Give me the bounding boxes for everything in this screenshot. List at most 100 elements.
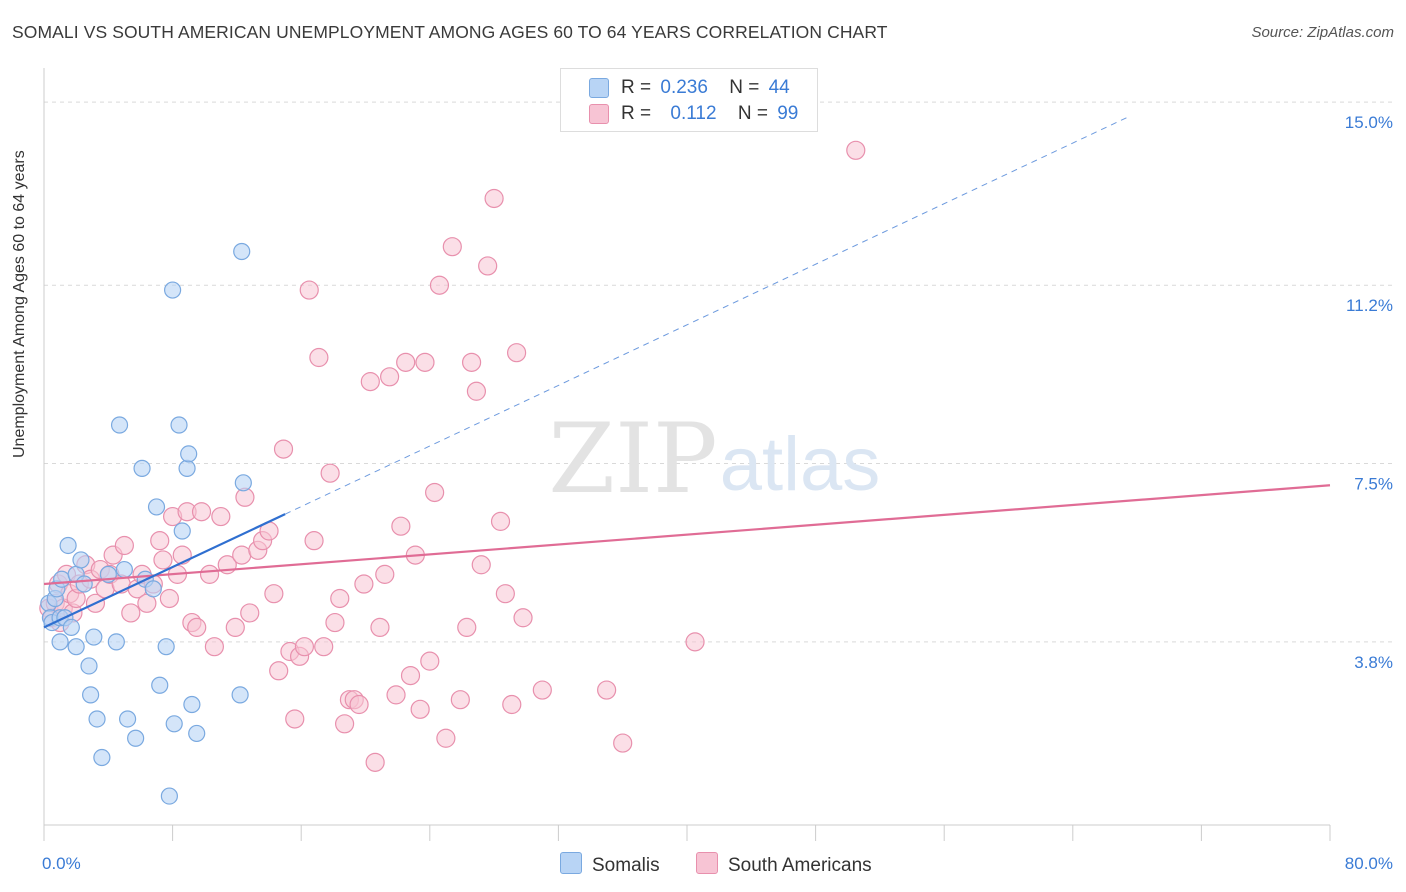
somalis-point <box>88 710 106 728</box>
south-americans-point <box>436 728 456 748</box>
bottom-legend-swatch-somalis <box>560 852 582 874</box>
legend-r-label: R = <box>621 103 652 124</box>
somalis-point <box>133 459 151 477</box>
south-americans-trend-line <box>43 484 1331 586</box>
legend-r-value-somalis: 0.236 <box>660 77 708 98</box>
bottom-legend-somalis: Somalis <box>560 852 660 877</box>
somalis-point <box>82 686 100 704</box>
legend-n-value-somalis: 44 <box>768 77 790 98</box>
y-tick-label: 3.8% <box>1354 653 1393 672</box>
south-americans-point <box>502 694 522 715</box>
south-americans-point <box>415 352 435 372</box>
south-americans-point <box>309 347 329 368</box>
somalis-point <box>234 474 252 492</box>
south-americans-point <box>121 603 141 623</box>
south-americans-point <box>478 256 498 276</box>
somalis-point <box>107 633 125 651</box>
legend-r-label: R = <box>621 77 652 98</box>
south-americans-point <box>264 584 284 604</box>
south-americans-point <box>269 661 289 681</box>
south-americans-point <box>425 482 445 503</box>
south-americans-point <box>597 680 617 700</box>
legend-n-value-south-americans: 99 <box>777 103 799 124</box>
axes <box>43 68 1331 841</box>
south-americans-point <box>490 511 511 531</box>
somalis-point <box>164 281 182 299</box>
south-americans-point <box>285 709 305 729</box>
south-americans-point <box>153 550 173 570</box>
somalis-point <box>72 551 90 569</box>
south-americans-point <box>114 535 134 556</box>
somalis-trend-line <box>43 513 286 629</box>
legend-swatch-somalis <box>589 78 609 98</box>
somalis-point <box>165 715 183 733</box>
somalis-point <box>233 242 251 261</box>
legend-r-value-south-americans: 0.112 <box>670 103 717 124</box>
somalis-point <box>231 686 249 704</box>
somalis-point <box>144 580 162 598</box>
south-americans-point <box>396 352 416 372</box>
somalis-point <box>170 416 188 434</box>
south-americans-point <box>429 275 450 295</box>
y-tick-label: 11.2% <box>1346 296 1393 315</box>
stats-legend: R = 0.236 N = 44 R = 0.112 N = 99 <box>560 68 818 132</box>
south-americans-point <box>204 637 224 657</box>
south-americans-point <box>232 545 252 565</box>
somalis-point <box>127 729 145 747</box>
somalis-point <box>157 638 175 656</box>
south-americans-point <box>240 603 260 623</box>
bottom-legend-swatch-south-americans <box>696 852 718 874</box>
somalis-point <box>85 628 103 646</box>
south-americans-point <box>386 685 406 705</box>
legend-n-label: N = <box>737 103 768 124</box>
somalis-point <box>67 638 85 656</box>
south-americans-point <box>354 574 374 594</box>
south-americans-point <box>400 665 421 686</box>
south-americans-point <box>191 502 212 522</box>
south-americans-point <box>360 372 380 392</box>
somalis-point <box>93 748 111 767</box>
south-americans-point <box>685 632 705 652</box>
south-americans-point <box>273 439 294 459</box>
tick-labels: 3.8% 7.5% 11.2% 15.0% 0.0% 80.0% <box>42 113 1393 873</box>
south-americans-point <box>211 506 231 527</box>
south-americans-point <box>320 463 340 483</box>
south-americans-point <box>484 188 504 209</box>
y-axis-label: Unemployment Among Ages 60 to 64 years <box>11 150 28 458</box>
south-americans-point <box>613 733 633 753</box>
south-americans-point <box>199 564 220 584</box>
y-tick-label: 15.0% <box>1345 113 1393 132</box>
south-americans-point <box>507 343 527 363</box>
somalis-point <box>178 459 196 477</box>
south-americans-point <box>159 588 179 609</box>
somalis-point <box>183 695 201 714</box>
south-americans-point <box>349 694 369 715</box>
south-americans-point <box>420 651 440 671</box>
somalis-point <box>80 657 98 675</box>
source-label: Source: ZipAtlas.com <box>1251 24 1394 41</box>
somalis-point <box>188 724 206 743</box>
watermark: ZIP atlas <box>548 403 880 515</box>
somalis-point <box>51 633 69 651</box>
south-americans-point <box>461 352 482 372</box>
somalis-point <box>59 536 77 555</box>
somalis-point <box>118 710 137 728</box>
somalis-point <box>110 416 129 434</box>
south-americans-point <box>846 140 866 160</box>
somalis-point <box>75 575 93 593</box>
bottom-legend-south-americans: South Americans <box>696 852 872 877</box>
south-americans-point <box>532 680 552 700</box>
south-americans-point <box>450 690 470 710</box>
somalis-point <box>160 787 178 805</box>
south-americans-point <box>225 617 245 638</box>
chart-title: SOMALI VS SOUTH AMERICAN UNEMPLOYMENT AM… <box>12 22 888 42</box>
south-americans-point <box>442 237 462 257</box>
somalis-point <box>115 560 133 579</box>
south-americans-point <box>370 617 390 638</box>
somalis-point <box>147 498 166 516</box>
south-americans-point <box>294 637 315 657</box>
trend-lines <box>43 116 1331 629</box>
south-americans-point <box>513 608 533 628</box>
south-americans-point <box>330 588 350 609</box>
